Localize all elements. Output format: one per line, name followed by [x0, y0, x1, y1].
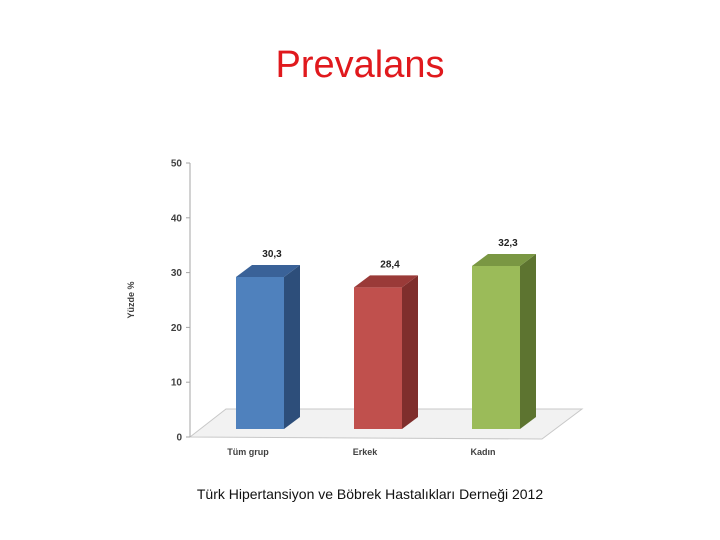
- slide-title: Prevalans: [275, 44, 445, 86]
- bar-top: [236, 264, 300, 277]
- y-tick-label: 20: [171, 323, 183, 334]
- category-labels: Tüm grup Erkek Kadın: [227, 447, 495, 457]
- x-category-label: Tüm grup: [227, 447, 269, 457]
- bar-value-label: 30,3: [262, 249, 282, 260]
- bar-side: [284, 264, 300, 429]
- slide-footer: Türk Hipertansiyon ve Böbrek Hastalıklar…: [196, 486, 544, 502]
- y-tick-label: 0: [176, 433, 182, 444]
- bar-front: [354, 287, 402, 429]
- bar-front: [472, 265, 520, 429]
- bar-value-label: 28,4: [380, 259, 400, 270]
- y-tick-label: 30: [171, 268, 183, 279]
- bar-side: [520, 253, 536, 429]
- x-category-label: Erkek: [353, 447, 379, 457]
- y-tick-label: 40: [171, 213, 183, 224]
- y-tick-label: 10: [171, 378, 183, 389]
- y-axis: 0 10 20 30 40 50: [171, 159, 191, 444]
- y-axis-label: Yüzde %: [126, 281, 136, 318]
- bar-group: 30,3 28,4 32,3: [236, 238, 536, 429]
- bar-side: [402, 275, 418, 429]
- bar-top: [354, 275, 418, 288]
- x-category-label: Kadın: [470, 447, 495, 457]
- bar-chart: 0 10 20 30 40 50 30,3 28,4 32,3 Tüm grup Erkek Ka…: [126, 159, 584, 457]
- bar-value-label: 32,3: [498, 238, 518, 249]
- y-tick-label: 50: [171, 159, 183, 170]
- bar-top: [472, 253, 536, 266]
- bar-front: [236, 276, 284, 429]
